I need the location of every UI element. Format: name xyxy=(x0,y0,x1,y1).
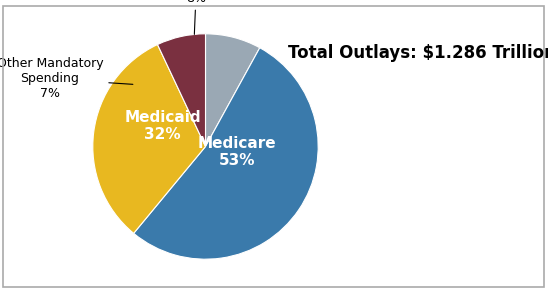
Text: Medicare
53%: Medicare 53% xyxy=(198,136,276,168)
Wedge shape xyxy=(134,48,318,259)
Text: Total Outlays: $1.286 Trillion: Total Outlays: $1.286 Trillion xyxy=(288,44,548,62)
Wedge shape xyxy=(157,34,206,146)
Text: Other Mandatory
Spending
7%: Other Mandatory Spending 7% xyxy=(0,57,133,100)
Text: Medicaid
32%: Medicaid 32% xyxy=(124,110,201,142)
Wedge shape xyxy=(93,45,206,233)
Text: Discretionary
Spending
8%: Discretionary Spending 8% xyxy=(155,0,238,34)
Wedge shape xyxy=(206,34,260,146)
